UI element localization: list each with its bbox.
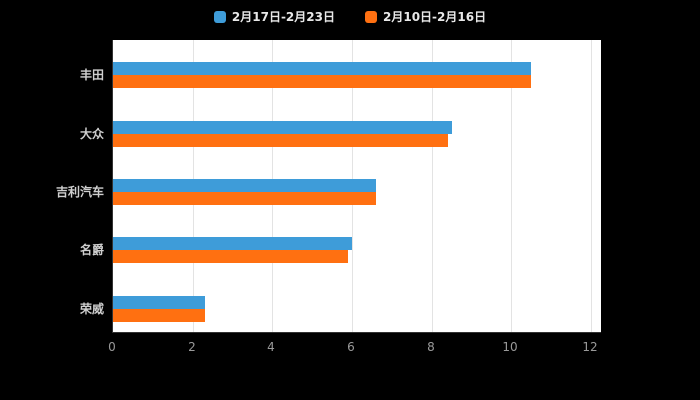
x-tick-label: 10 [502, 340, 518, 354]
x-tick-label: 0 [108, 340, 116, 354]
category-label-4: 荣威 [79, 302, 104, 316]
x-tick-label: 12 [582, 340, 598, 354]
legend-marker-orange-icon [365, 10, 377, 23]
category-label-0: 丰田 [79, 68, 104, 82]
bar-week1-1[interactable] [113, 134, 448, 147]
bar-week2-4[interactable] [113, 296, 205, 309]
bar-week2-0[interactable] [113, 62, 531, 75]
bar-week2-2[interactable] [113, 179, 376, 192]
bar-week1-2[interactable] [113, 192, 376, 205]
bar-week2-1[interactable] [113, 121, 452, 134]
grid-line [591, 40, 592, 332]
x-tick-label: 4 [267, 340, 275, 354]
bar-week1-0[interactable] [113, 75, 531, 88]
x-tick-label: 6 [347, 340, 355, 354]
chart-legend: 2月17日-2月23日 2月10日-2月16日 [0, 8, 700, 25]
legend-item-week1[interactable]: 2月10日-2月16日 [365, 8, 486, 25]
grid-line [432, 40, 433, 332]
x-tick-label: 2 [188, 340, 196, 354]
bar-week1-4[interactable] [113, 309, 205, 322]
x-tick-label: 8 [427, 340, 435, 354]
category-label-3: 名爵 [79, 243, 104, 257]
plot-area [112, 40, 601, 333]
legend-item-week2[interactable]: 2月17日-2月23日 [213, 8, 335, 25]
category-label-2: 吉利汽车 [55, 185, 104, 199]
legend-marker-blue-icon [213, 10, 226, 23]
grid-line [511, 40, 512, 332]
category-label-1: 大众 [79, 127, 104, 141]
bar-week1-3[interactable] [113, 250, 348, 263]
legend-label-week2: 2月17日-2月23日 [231, 10, 335, 24]
bar-week2-3[interactable] [113, 237, 352, 250]
legend-label-week1: 2月10日-2月16日 [383, 10, 487, 24]
